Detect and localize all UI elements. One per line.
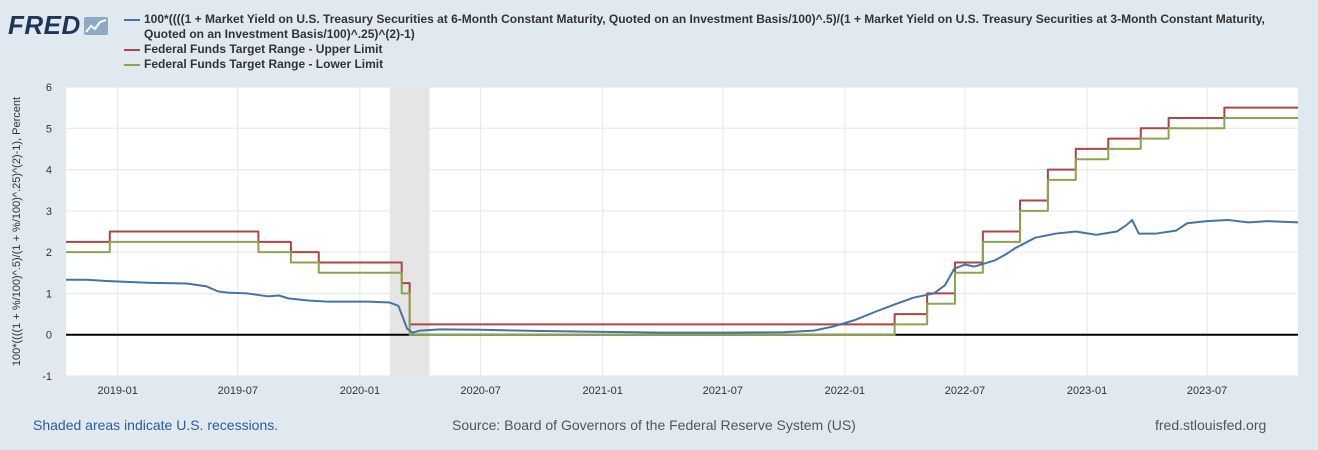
y-tick-label: 4 — [46, 165, 52, 177]
legend-item-upper[interactable]: Federal Funds Target Range - Upper Limit — [124, 42, 1274, 57]
y-tick-label: 0 — [46, 330, 52, 342]
recession-note: Shaded areas indicate U.S. recessions. — [33, 417, 279, 433]
legend-label-spread: 100*((((1 + Market Yield on U.S. Treasur… — [144, 12, 1265, 41]
series-line-upper — [66, 106, 1298, 326]
chart-line-icon — [83, 16, 108, 35]
recession-shade — [389, 87, 430, 376]
y-tick-label: 2 — [46, 247, 52, 259]
legend-item-spread[interactable]: 100*((((1 + Market Yield on U.S. Treasur… — [124, 12, 1274, 42]
x-tick-label: 2020-01 — [340, 385, 380, 397]
legend-swatch-spread — [124, 19, 140, 21]
x-tick-label: 2023-01 — [1067, 385, 1107, 397]
x-tick-label: 2019-01 — [98, 385, 138, 397]
x-tick-label: 2019-07 — [218, 385, 258, 397]
site-link[interactable]: fred.stlouisfed.org — [1155, 417, 1267, 433]
plot-area — [66, 87, 1298, 376]
x-tick-label: 2022-01 — [825, 385, 865, 397]
legend-label-upper: Federal Funds Target Range - Upper Limit — [144, 42, 383, 56]
x-tick-label: 2021-01 — [583, 385, 623, 397]
y-axis-label: 100*((((1 + %/100)^.5)/(1 + %/100)^.25)^… — [11, 97, 23, 366]
x-tick-label: 2020-07 — [460, 385, 500, 397]
y-tick-label: 3 — [46, 206, 52, 218]
series-line-lower — [66, 116, 1298, 336]
y-tick-label: 6 — [46, 82, 52, 94]
source-note: Source: Board of Governors of the Federa… — [452, 417, 856, 433]
y-tick-label: 1 — [46, 288, 52, 300]
y-tick-label: -1 — [42, 371, 52, 383]
fred-logo-text: FRED — [8, 10, 81, 40]
legend-swatch-lower — [124, 64, 140, 66]
x-tick-label: 2021-07 — [703, 385, 743, 397]
legend-label-lower: Federal Funds Target Range - Lower Limit — [144, 57, 384, 71]
x-tick-label: 2023-07 — [1187, 385, 1227, 397]
legend-item-lower[interactable]: Federal Funds Target Range - Lower Limit — [124, 57, 1274, 72]
series-line-spread — [66, 218, 1299, 334]
x-tick-label: 2022-07 — [945, 385, 985, 397]
fred-logo[interactable]: FRED — [8, 10, 108, 41]
legend-swatch-upper — [124, 49, 140, 51]
chart-legend: 100*((((1 + Market Yield on U.S. Treasur… — [124, 12, 1274, 72]
y-tick-label: 5 — [46, 123, 52, 135]
